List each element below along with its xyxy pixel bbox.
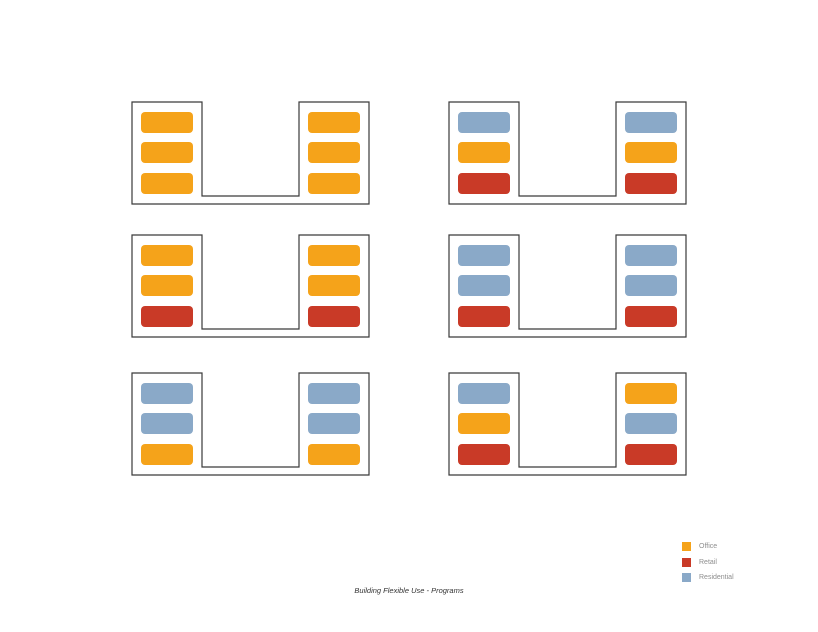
retail-block xyxy=(308,306,360,327)
retail-block xyxy=(625,173,677,194)
office-block xyxy=(141,112,193,133)
legend-swatch-residential xyxy=(682,573,691,583)
residential-block xyxy=(458,275,510,296)
retail-block xyxy=(141,306,193,327)
residential-block xyxy=(141,413,193,434)
building-4 xyxy=(448,234,687,338)
office-block xyxy=(308,444,360,465)
building-outline xyxy=(131,234,370,338)
building-2 xyxy=(448,101,687,205)
office-block xyxy=(308,112,360,133)
legend-label-office: Office xyxy=(699,543,718,551)
building-3 xyxy=(131,234,370,338)
office-block xyxy=(141,173,193,194)
office-block xyxy=(308,275,360,296)
legend-label-retail: Retail xyxy=(699,558,717,566)
office-block xyxy=(308,142,360,163)
residential-block xyxy=(625,275,677,296)
residential-block xyxy=(458,383,510,404)
residential-block xyxy=(308,413,360,434)
legend-swatch-office xyxy=(682,542,691,552)
building-6 xyxy=(448,372,687,476)
retail-block xyxy=(458,173,510,194)
office-block xyxy=(141,275,193,296)
building-outline xyxy=(131,372,370,476)
residential-block xyxy=(308,383,360,404)
building-outline xyxy=(448,372,687,476)
retail-block xyxy=(458,306,510,327)
retail-block xyxy=(625,306,677,327)
residential-block xyxy=(458,112,510,133)
legend-item-residential: Residential xyxy=(682,570,734,586)
diagram-caption: Building Flexible Use - Programs xyxy=(354,586,464,595)
residential-block xyxy=(625,245,677,266)
legend-label-residential: Residential xyxy=(699,574,734,582)
office-block xyxy=(458,413,510,434)
office-block xyxy=(141,245,193,266)
legend-swatch-retail xyxy=(682,557,691,567)
building-5 xyxy=(131,372,370,476)
residential-block xyxy=(625,112,677,133)
building-outline xyxy=(448,101,687,205)
office-block xyxy=(308,173,360,194)
legend: Office Retail Residential xyxy=(682,539,734,586)
office-block xyxy=(625,383,677,404)
legend-item-office: Office xyxy=(682,539,734,555)
building-1 xyxy=(131,101,370,205)
residential-block xyxy=(458,245,510,266)
residential-block xyxy=(141,383,193,404)
residential-block xyxy=(625,413,677,434)
building-outline xyxy=(448,234,687,338)
retail-block xyxy=(625,444,677,465)
office-block xyxy=(308,245,360,266)
retail-block xyxy=(458,444,510,465)
office-block xyxy=(625,142,677,163)
office-block xyxy=(141,142,193,163)
office-block xyxy=(141,444,193,465)
office-block xyxy=(458,142,510,163)
legend-item-retail: Retail xyxy=(682,555,734,571)
building-outline xyxy=(131,101,370,205)
